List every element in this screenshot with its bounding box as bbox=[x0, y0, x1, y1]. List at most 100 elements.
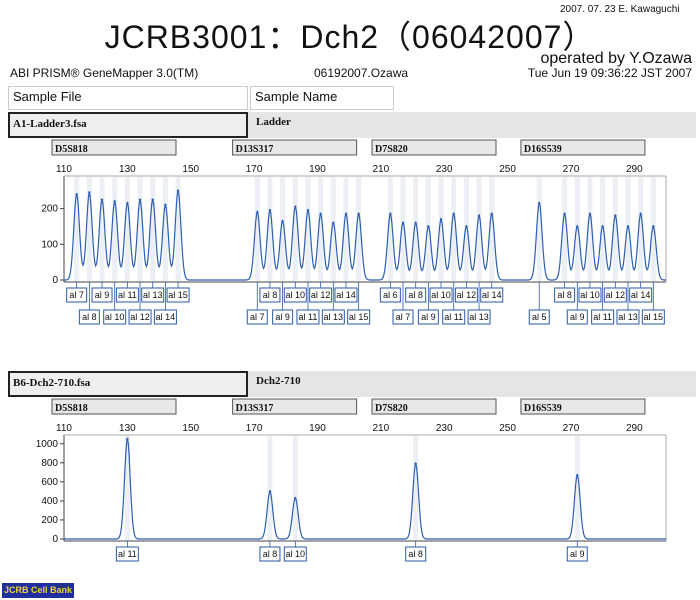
x-tick-label: 250 bbox=[499, 423, 516, 434]
allele-box bbox=[115, 287, 139, 303]
x-tick-label: 210 bbox=[372, 423, 389, 434]
allele-box bbox=[283, 546, 307, 562]
software-name: ABI PRISM® GeneMapper 3.0(TM) bbox=[10, 66, 199, 80]
allele-call: al 11 bbox=[442, 309, 466, 325]
allele-call: al 14 bbox=[334, 287, 358, 303]
allele-call: al 15 bbox=[347, 309, 371, 325]
allele-box bbox=[392, 309, 414, 325]
allele-call: al 9 bbox=[566, 546, 588, 562]
allele-bin bbox=[318, 177, 324, 281]
marker-box bbox=[520, 398, 646, 415]
y-tick-label: 200 bbox=[41, 515, 58, 526]
allele-box bbox=[405, 546, 427, 562]
allele-call: al 7 bbox=[246, 309, 268, 325]
allele-call: al 13 bbox=[141, 287, 165, 303]
sample-name-1: Ladder bbox=[256, 116, 291, 128]
allele-box bbox=[528, 309, 550, 325]
peak-point bbox=[126, 437, 129, 441]
allele-box bbox=[347, 309, 371, 325]
x-tick-label: 170 bbox=[246, 423, 263, 434]
allele-call: al 7 bbox=[392, 309, 414, 325]
jcrb-logo: JCRB Cell Bank bbox=[2, 583, 74, 598]
allele-label: al 9 bbox=[275, 312, 290, 322]
allele-label: al 8 bbox=[82, 312, 97, 322]
allele-label: al 11 bbox=[444, 312, 463, 322]
allele-bin bbox=[387, 177, 393, 281]
allele-call: al 9 bbox=[91, 287, 113, 303]
x-tick-label: 110 bbox=[56, 423, 72, 434]
peak-point bbox=[439, 218, 443, 221]
allele-box bbox=[417, 309, 439, 325]
allele-bin bbox=[343, 177, 349, 281]
marker-label: D7S820 bbox=[375, 403, 408, 414]
allele-label: al 9 bbox=[421, 312, 436, 322]
peak-point bbox=[626, 225, 630, 228]
allele-call: al 13 bbox=[616, 309, 640, 325]
allele-label: al 9 bbox=[95, 290, 110, 300]
x-tick-label: 270 bbox=[563, 164, 580, 175]
allele-bin bbox=[137, 177, 143, 281]
x-tick-label: 190 bbox=[309, 164, 326, 175]
allele-bin bbox=[292, 436, 298, 540]
allele-bin bbox=[330, 177, 336, 281]
allele-call: al 10 bbox=[283, 287, 307, 303]
peak-point bbox=[389, 212, 392, 216]
allele-box bbox=[309, 287, 333, 303]
allele-bin bbox=[175, 177, 181, 281]
allele-label: al 8 bbox=[557, 290, 572, 300]
sample-file-header: Sample File bbox=[8, 86, 248, 110]
allele-call: al 9 bbox=[566, 309, 588, 325]
sample-file-1[interactable]: A1-Ladder3.fsa bbox=[8, 112, 248, 138]
peak-point bbox=[332, 221, 335, 225]
allele-label: al 11 bbox=[593, 312, 612, 322]
allele-bin bbox=[292, 177, 298, 281]
allele-label: al 11 bbox=[299, 312, 318, 322]
marker-box bbox=[371, 398, 497, 415]
allele-box bbox=[578, 287, 602, 303]
sample-name-header: Sample Name bbox=[250, 86, 394, 110]
peak-point bbox=[294, 496, 297, 500]
trace-line bbox=[64, 438, 666, 540]
marker-box bbox=[520, 139, 646, 156]
allele-box bbox=[128, 309, 152, 325]
marker-label: D5S818 bbox=[55, 403, 88, 414]
allele-call: al 12 bbox=[603, 287, 627, 303]
allele-label: al 10 bbox=[431, 290, 451, 300]
allele-label: al 9 bbox=[570, 549, 585, 559]
allele-bin bbox=[267, 177, 273, 281]
allele-label: al 14 bbox=[482, 290, 502, 300]
allele-label: al 13 bbox=[469, 312, 489, 322]
allele-box bbox=[259, 287, 281, 303]
allele-label: al 12 bbox=[606, 290, 626, 300]
y-tick-label: 1000 bbox=[36, 439, 59, 450]
x-tick-label: 230 bbox=[436, 423, 453, 434]
sample-file-2[interactable]: B6-Dch2-710.fsa bbox=[8, 371, 248, 397]
peak-point bbox=[75, 193, 78, 196]
allele-bin bbox=[413, 177, 419, 281]
allele-bin bbox=[280, 177, 286, 281]
peak-point bbox=[490, 212, 493, 216]
allele-box bbox=[379, 287, 401, 303]
x-tick-label: 270 bbox=[563, 423, 580, 434]
peak-point bbox=[465, 225, 468, 228]
x-tick-label: 230 bbox=[436, 164, 453, 175]
allele-box bbox=[454, 287, 478, 303]
allele-call: al 15 bbox=[641, 309, 665, 325]
peak-point bbox=[256, 210, 259, 214]
allele-bin bbox=[438, 177, 444, 281]
x-tick-label: 130 bbox=[119, 164, 136, 175]
allele-label: al 15 bbox=[349, 312, 369, 322]
y-tick-label: 0 bbox=[52, 534, 58, 545]
allele-bin bbox=[463, 177, 469, 281]
x-tick-label: 150 bbox=[182, 423, 199, 434]
marker-box bbox=[371, 139, 497, 156]
allele-label: al 10 bbox=[286, 549, 306, 559]
allele-box bbox=[141, 287, 165, 303]
allele-bin bbox=[650, 177, 656, 281]
allele-box bbox=[566, 546, 588, 562]
allele-label: al 9 bbox=[570, 312, 585, 322]
allele-box bbox=[272, 309, 294, 325]
allele-call: al 11 bbox=[296, 309, 320, 325]
allele-call: al 13 bbox=[321, 309, 345, 325]
allele-box bbox=[591, 309, 615, 325]
